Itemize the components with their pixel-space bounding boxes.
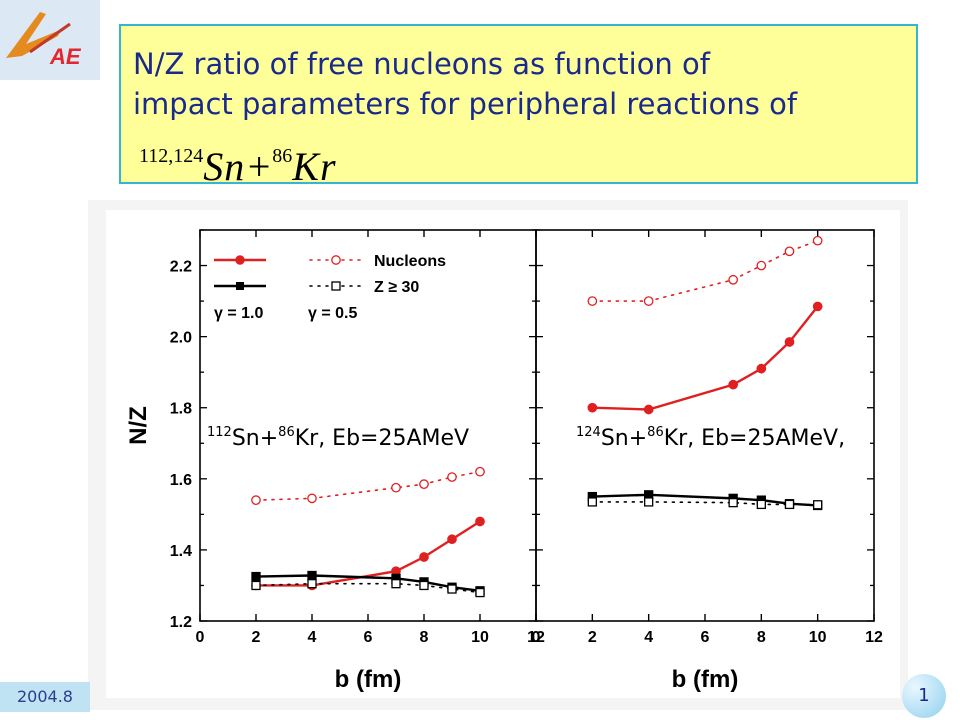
data-point-right-1 (587, 296, 598, 306)
data-point-left-3 (447, 584, 457, 594)
page-number: 1 (902, 674, 946, 718)
formula-plus: + (245, 144, 273, 189)
y-tick-label: 2.2 (170, 259, 192, 276)
series-line-right-1 (591, 239, 819, 302)
x-tick-label-right: 12 (865, 629, 883, 646)
reaction-label-part: 112 (207, 425, 232, 440)
x-tick-label-right: 0 (532, 629, 541, 646)
x-axis-label-right: b (fm) (672, 666, 739, 693)
data-point-left-3 (251, 580, 261, 591)
series-line-left-3 (255, 582, 481, 594)
x-tick-label-right: 2 (588, 629, 597, 646)
reaction-label-part: Kr, Eb=25AMeV (295, 426, 469, 451)
x-tick-label-left: 4 (308, 629, 317, 646)
data-point-left-1 (419, 479, 429, 489)
legend-label-nucleons: Nucleons (374, 253, 446, 270)
nz-ratio-chart: 0 2 4 6 8 10 121.21.41.61.82.02.2b (fm)N/Z 112S… (88, 200, 908, 710)
data-point-right-1 (784, 246, 795, 257)
x-tick-label-right: 6 (701, 629, 710, 646)
data-point-right-3 (644, 497, 654, 507)
data-point-left-3 (475, 587, 485, 598)
series-line-right-0 (591, 305, 819, 411)
reaction-label-part: Kr, Eb=25AMeV, (664, 426, 845, 451)
legend-label-gamma-05: γ = 0.5 (308, 305, 357, 322)
data-point-left-3 (419, 580, 429, 591)
legend-label-gamma-1: γ = 1.0 (214, 305, 263, 322)
data-point-right-3 (728, 497, 738, 508)
legend-marker-nucleons-open (331, 255, 341, 265)
data-point-right-0 (812, 301, 823, 312)
formula-target: Kr (292, 144, 337, 189)
data-point-left-1 (391, 482, 401, 493)
data-point-right-0 (728, 379, 739, 390)
data-point-right-1 (643, 296, 654, 306)
data-point-left-1 (251, 495, 261, 505)
formula-projectile: Sn (203, 144, 246, 189)
legend-label-fragments: Z ≥ 30 (374, 279, 419, 296)
legend-marker-fragments-open (331, 281, 341, 291)
chart-canvas (106, 210, 900, 698)
institute-logo: AE (0, 0, 100, 80)
x-tick-label-right: 10 (809, 629, 827, 646)
data-point-right-0 (643, 404, 654, 415)
title-box: N/Z ratio of free nucleons as function o… (119, 24, 918, 189)
series-line-left-0 (254, 520, 482, 587)
footer-date: 2004.8 (0, 682, 90, 712)
data-point-right-0 (756, 363, 767, 374)
x-tick-label-left: 0 (196, 629, 205, 646)
data-point-right-1 (728, 274, 739, 285)
data-point-left-1 (475, 466, 485, 477)
data-point-right-0 (784, 337, 795, 347)
reaction-label-part: Sn+ (601, 426, 647, 451)
x-tick-label-right: 8 (757, 629, 766, 646)
reaction-label-right: 124Sn+86Kr, Eb=25AMeV, (576, 425, 845, 451)
data-point-left-2 (307, 570, 317, 581)
x-tick-label-left: 6 (364, 629, 373, 646)
data-point-right-3 (813, 500, 823, 510)
reaction-formula: 112,124Sn+86Kr (139, 133, 337, 190)
data-point-left-3 (391, 579, 401, 589)
reaction-label-left: 112Sn+86Kr, Eb=25AMeV (207, 425, 469, 451)
data-point-left-1 (447, 472, 457, 482)
x-tick-label-left: 8 (420, 629, 429, 646)
y-tick-label: 1.8 (170, 401, 192, 418)
reaction-label-part: 86 (278, 425, 295, 440)
y-tick-label: 2.0 (170, 330, 192, 347)
data-point-left-1 (307, 493, 317, 504)
data-point-right-3 (784, 499, 795, 510)
y-tick-label: 1.6 (170, 472, 192, 489)
data-point-right-3 (756, 499, 766, 510)
series-line-right-3 (591, 501, 819, 506)
svg-text:AE: AE (49, 44, 82, 69)
formula-target-mass: 86 (272, 145, 293, 167)
slide-title: N/Z ratio of free nucleons as function o… (133, 47, 798, 121)
reaction-label-part: 86 (647, 425, 664, 440)
reaction-label-part: Sn+ (232, 426, 278, 451)
data-point-right-3 (587, 497, 597, 507)
data-point-left-2 (251, 571, 261, 582)
x-tick-label-left: 2 (252, 629, 261, 646)
legend-marker-fragments-solid (236, 282, 244, 290)
data-point-right-1 (756, 260, 767, 271)
data-point-left-3 (307, 579, 317, 589)
y-tick-label: 1.4 (170, 543, 192, 560)
ciae-logo-icon: AE (6, 12, 82, 69)
formula-mass-prefix: 112,124 (139, 145, 204, 167)
data-point-right-1 (812, 235, 823, 246)
y-axis-label: N/Z (125, 406, 152, 445)
legend-marker-nucleons-solid (235, 255, 245, 265)
x-axis-label-left: b (fm) (335, 666, 402, 693)
series-line-left-2 (254, 574, 482, 592)
data-point-right-0 (587, 402, 598, 413)
y-tick-label: 1.2 (170, 614, 192, 631)
reaction-label-part: 124 (576, 425, 601, 440)
x-tick-label-left: 12 (527, 629, 545, 646)
data-point-left-0 (475, 516, 485, 527)
x-tick-label-right: 4 (644, 629, 653, 646)
data-point-left-0 (419, 552, 429, 562)
x-tick-label-left: 10 (471, 629, 489, 646)
data-point-left-0 (447, 534, 457, 545)
